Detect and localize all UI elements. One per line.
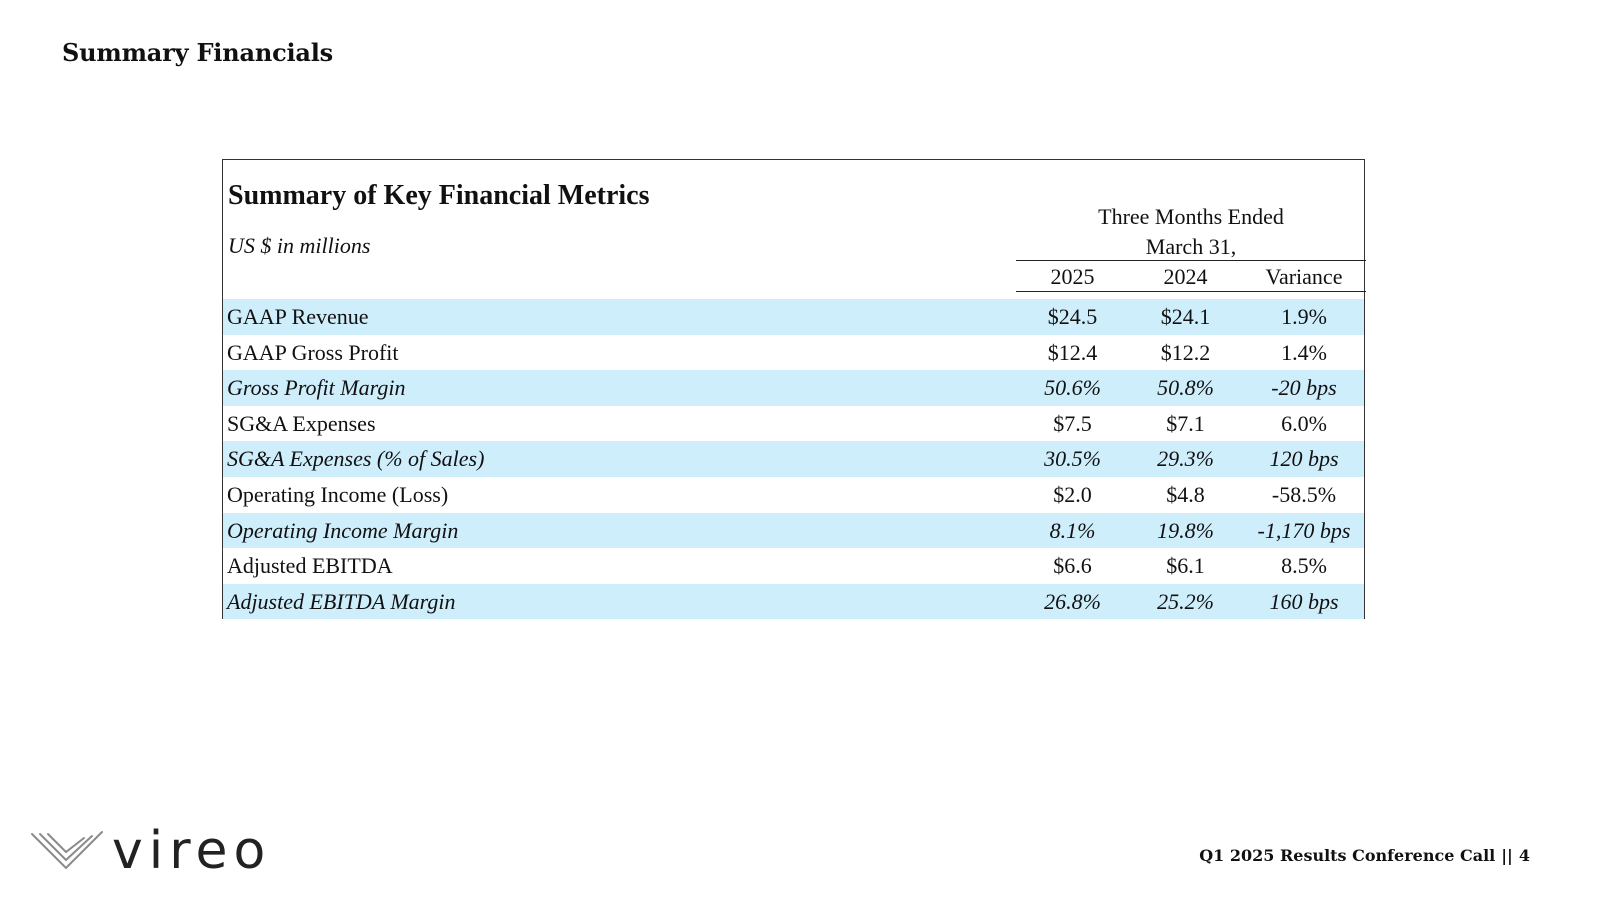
cell-2024: 19.8% bbox=[1157, 517, 1214, 543]
page-number: 4 bbox=[1518, 846, 1530, 865]
period-header: Three Months Ended March 31, bbox=[1016, 202, 1366, 262]
footer: Q1 2025 Results Conference Call || 4 bbox=[1199, 846, 1530, 865]
column-header-2025: 2025 bbox=[1050, 264, 1095, 289]
cell-2025: $24.5 bbox=[1047, 304, 1098, 329]
table-body: GAAP Revenue $24.5 $24.1 1.9% GAAP Gross… bbox=[223, 299, 1364, 620]
row-label: GAAP Revenue bbox=[227, 304, 369, 329]
header-rule-bottom bbox=[1016, 291, 1366, 292]
cell-2025: 26.8% bbox=[1044, 588, 1101, 614]
table-row: Adjusted EBITDA Margin 26.8% 25.2% 160 b… bbox=[223, 583, 1364, 620]
cell-variance: 1.4% bbox=[1281, 339, 1327, 365]
table-row: Operating Income (Loss) $2.0 $4.8 -58.5% bbox=[223, 477, 1364, 513]
logo-wordmark: vireo bbox=[112, 828, 271, 876]
cell-2024: $6.1 bbox=[1166, 553, 1205, 579]
financial-metrics-table: Summary of Key Financial Metrics US $ in… bbox=[222, 159, 1366, 620]
period-line-1: Three Months Ended bbox=[1098, 204, 1284, 229]
cell-2024: 25.2% bbox=[1157, 588, 1214, 614]
row-label: Adjusted EBITDA Margin bbox=[227, 588, 456, 614]
table-row: SG&A Expenses $7.5 $7.1 6.0% bbox=[223, 406, 1364, 442]
column-header-variance: Variance bbox=[1265, 264, 1343, 289]
cell-2024: $12.2 bbox=[1160, 339, 1211, 365]
vireo-bird-icon: vireo bbox=[31, 821, 271, 881]
header-rule-top bbox=[1016, 260, 1366, 261]
row-label: Operating Income Margin bbox=[227, 517, 459, 543]
cell-2024: $24.1 bbox=[1160, 304, 1211, 329]
footer-call-label: Q1 2025 Results Conference Call bbox=[1199, 846, 1496, 865]
table-row: Adjusted EBITDA $6.6 $6.1 8.5% bbox=[223, 548, 1364, 584]
cell-variance: -20 bps bbox=[1271, 375, 1337, 401]
cell-2025: 50.6% bbox=[1044, 375, 1101, 401]
row-label: Gross Profit Margin bbox=[227, 375, 406, 401]
cell-variance: -58.5% bbox=[1271, 481, 1337, 507]
cell-2025: $6.6 bbox=[1053, 553, 1092, 579]
cell-2025: $12.4 bbox=[1047, 339, 1098, 365]
cell-2024: $4.8 bbox=[1166, 481, 1205, 507]
cell-variance: 120 bps bbox=[1269, 446, 1339, 472]
table-row: Operating Income Margin 8.1% 19.8% -1,17… bbox=[223, 512, 1364, 549]
cell-variance: 8.5% bbox=[1281, 553, 1327, 579]
cell-2025: 8.1% bbox=[1049, 517, 1096, 543]
cell-2025: $7.5 bbox=[1053, 410, 1092, 436]
column-header-2024: 2024 bbox=[1163, 264, 1208, 289]
cell-2024: 29.3% bbox=[1157, 446, 1214, 472]
cell-variance: 1.9% bbox=[1281, 304, 1327, 329]
table-row: GAAP Revenue $24.5 $24.1 1.9% bbox=[223, 299, 1364, 335]
cell-variance: 6.0% bbox=[1281, 410, 1327, 436]
row-label: SG&A Expenses (% of Sales) bbox=[227, 446, 485, 472]
footer-separator: || bbox=[1501, 846, 1513, 865]
table-row: SG&A Expenses (% of Sales) 30.5% 29.3% 1… bbox=[223, 441, 1364, 477]
row-label: GAAP Gross Profit bbox=[227, 339, 399, 365]
cell-2025: $2.0 bbox=[1053, 481, 1092, 507]
vireo-logo: vireo bbox=[30, 821, 300, 881]
table-row: Gross Profit Margin 50.6% 50.8% -20 bps bbox=[223, 370, 1364, 406]
period-line-2: March 31, bbox=[1145, 234, 1237, 259]
cell-variance: 160 bps bbox=[1269, 588, 1339, 614]
cell-2024: 50.8% bbox=[1157, 375, 1214, 401]
page-title: Summary Financials bbox=[62, 38, 333, 67]
row-label: Adjusted EBITDA bbox=[227, 553, 393, 579]
table-title: Summary of Key Financial Metrics bbox=[228, 180, 650, 211]
cell-2024: $7.1 bbox=[1166, 410, 1205, 436]
table-units: US $ in millions bbox=[228, 233, 371, 258]
row-label: SG&A Expenses bbox=[227, 410, 376, 436]
cell-2025: 30.5% bbox=[1044, 446, 1101, 472]
row-label: Operating Income (Loss) bbox=[227, 481, 449, 507]
cell-variance: -1,170 bps bbox=[1257, 517, 1351, 543]
table-row: GAAP Gross Profit $12.4 $12.2 1.4% bbox=[223, 335, 1364, 371]
